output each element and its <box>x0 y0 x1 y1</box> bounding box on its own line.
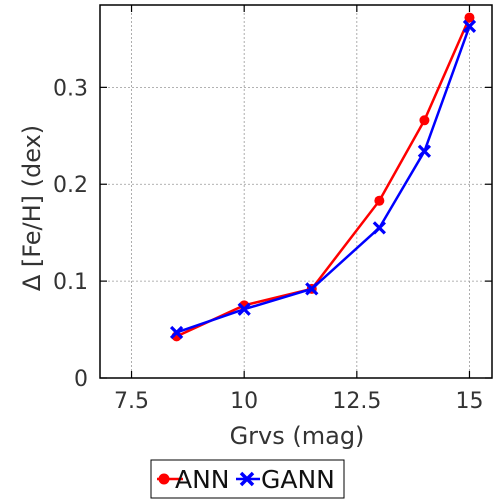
series-line-ann <box>176 17 471 338</box>
data-point-ann <box>374 195 385 206</box>
tick-marks <box>100 5 492 379</box>
legend-marker-ann <box>158 473 170 485</box>
y-axis-label: Δ [Fe/H] (dex) <box>18 125 46 291</box>
data-point-ann <box>419 115 430 126</box>
y-tick-label: 0 <box>74 367 88 392</box>
plot-frame <box>99 4 493 379</box>
y-tick-label: 0.1 <box>53 270 88 295</box>
data-point-ann <box>464 12 475 23</box>
tick-labels: 7.5 10 12.5 15 0 0.1 0.2 0.3 <box>53 76 483 414</box>
legend-label-gann: GANN <box>261 465 335 494</box>
data-point-gann <box>237 302 251 316</box>
data-point-gann <box>462 19 477 33</box>
x-tick-label: 10 <box>230 389 258 414</box>
y-tick-label: 0.3 <box>53 76 88 101</box>
x-tick-label: 7.5 <box>114 389 149 414</box>
series-layer <box>169 12 477 342</box>
data-point-gann <box>417 144 432 158</box>
x-axis-label: Grvs (mag) <box>230 422 365 450</box>
x-tick-label: 15 <box>455 389 483 414</box>
legend-frame <box>150 459 345 499</box>
legend-marker-gann <box>239 471 255 487</box>
grid <box>100 5 492 378</box>
series-line-gann <box>176 25 471 334</box>
data-point-gann <box>372 221 386 235</box>
legend-label-ann: ANN <box>175 465 230 494</box>
x-tick-label: 12.5 <box>332 389 381 414</box>
legend: ANN GANN <box>150 459 345 499</box>
data-point-gann <box>169 325 184 340</box>
data-point-gann <box>305 282 319 296</box>
y-tick-label: 0.2 <box>53 173 88 198</box>
